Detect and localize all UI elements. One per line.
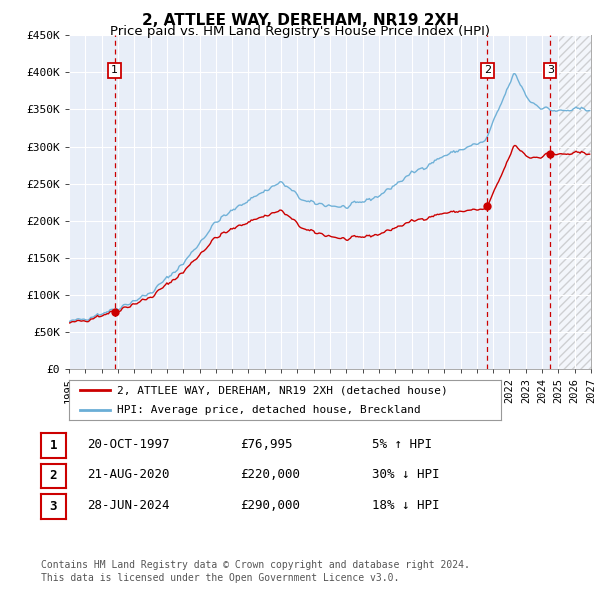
- Text: 2: 2: [484, 65, 491, 76]
- Text: 30% ↓ HPI: 30% ↓ HPI: [372, 468, 439, 481]
- Text: 2, ATTLEE WAY, DEREHAM, NR19 2XH (detached house): 2, ATTLEE WAY, DEREHAM, NR19 2XH (detach…: [116, 385, 447, 395]
- Text: 28-JUN-2024: 28-JUN-2024: [87, 499, 170, 512]
- Text: 3: 3: [547, 65, 554, 76]
- Text: 2, ATTLEE WAY, DEREHAM, NR19 2XH: 2, ATTLEE WAY, DEREHAM, NR19 2XH: [142, 13, 458, 28]
- Text: £290,000: £290,000: [240, 499, 300, 512]
- Text: 18% ↓ HPI: 18% ↓ HPI: [372, 499, 439, 512]
- Text: 21-AUG-2020: 21-AUG-2020: [87, 468, 170, 481]
- Text: HPI: Average price, detached house, Breckland: HPI: Average price, detached house, Brec…: [116, 405, 420, 415]
- Text: 1: 1: [111, 65, 118, 76]
- Text: £76,995: £76,995: [240, 438, 293, 451]
- Text: 2: 2: [50, 470, 57, 483]
- Text: Contains HM Land Registry data © Crown copyright and database right 2024.
This d: Contains HM Land Registry data © Crown c…: [41, 560, 470, 583]
- Bar: [559, 35, 591, 369]
- Text: 3: 3: [50, 500, 57, 513]
- Text: 20-OCT-1997: 20-OCT-1997: [87, 438, 170, 451]
- Text: £220,000: £220,000: [240, 468, 300, 481]
- Text: Price paid vs. HM Land Registry's House Price Index (HPI): Price paid vs. HM Land Registry's House …: [110, 25, 490, 38]
- Text: 5% ↑ HPI: 5% ↑ HPI: [372, 438, 432, 451]
- Text: 1: 1: [50, 439, 57, 452]
